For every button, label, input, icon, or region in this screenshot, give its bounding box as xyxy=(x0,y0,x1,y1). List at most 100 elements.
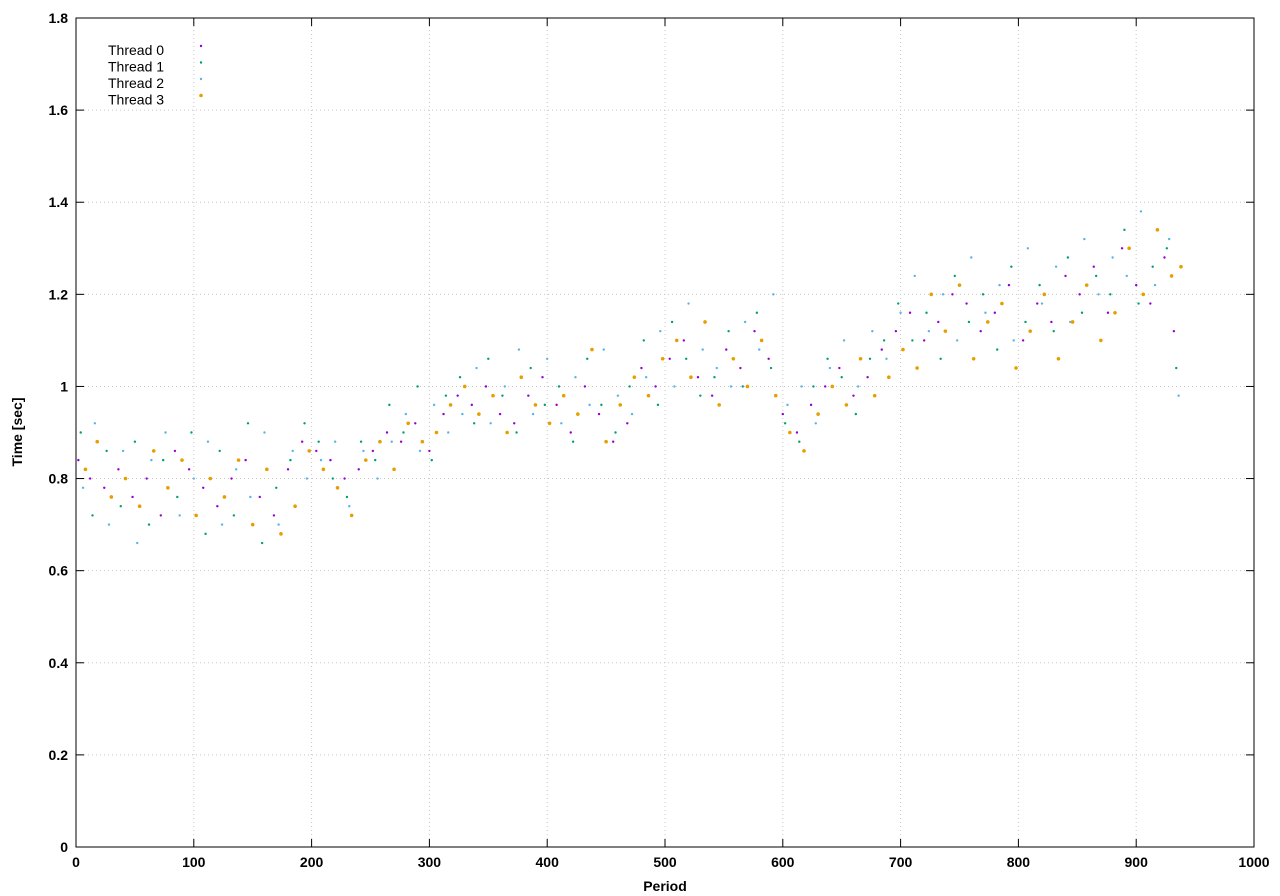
data-point-thread-2 xyxy=(885,357,888,361)
data-point-thread-3 xyxy=(519,375,524,380)
y-tick-label: 0 xyxy=(60,839,68,855)
legend-label-thread-2: Thread 2 xyxy=(108,75,164,91)
data-point-thread-0 xyxy=(428,449,431,453)
data-point-thread-0 xyxy=(922,339,926,342)
data-point-thread-1 xyxy=(812,385,815,388)
data-point-thread-2 xyxy=(941,293,945,296)
data-point-thread-3 xyxy=(279,532,283,536)
data-point-thread-0 xyxy=(173,449,177,453)
data-point-thread-1 xyxy=(1109,293,1112,296)
data-point-thread-2 xyxy=(616,394,620,397)
data-point-thread-3 xyxy=(208,476,213,481)
data-point-thread-1 xyxy=(727,329,730,333)
data-point-thread-3 xyxy=(265,467,269,472)
data-point-thread-1 xyxy=(769,366,773,370)
data-point-thread-0 xyxy=(159,514,163,517)
data-point-thread-1 xyxy=(79,431,82,434)
data-point-thread-1 xyxy=(557,385,561,388)
data-point-thread-3 xyxy=(816,412,820,416)
data-point-thread-3 xyxy=(123,476,128,481)
x-tick-label: 600 xyxy=(771,854,795,870)
data-point-thread-2 xyxy=(333,440,337,443)
data-point-thread-0 xyxy=(781,412,784,416)
data-point-thread-2 xyxy=(842,339,846,342)
data-point-thread-0 xyxy=(371,449,375,453)
data-point-thread-3 xyxy=(1113,310,1117,315)
data-point-thread-0 xyxy=(1078,293,1081,296)
data-point-thread-3 xyxy=(1084,283,1089,287)
data-point-thread-2 xyxy=(1153,283,1157,287)
y-tick-label: 0.8 xyxy=(49,471,69,487)
data-point-thread-3 xyxy=(1155,228,1160,232)
data-point-thread-0 xyxy=(753,329,756,333)
data-point-thread-2 xyxy=(800,385,803,388)
y-tick-label: 1.2 xyxy=(49,286,69,302)
data-point-thread-1 xyxy=(685,357,688,361)
data-point-thread-1 xyxy=(444,394,448,397)
data-point-thread-2 xyxy=(927,329,931,333)
data-point-thread-2 xyxy=(659,329,662,333)
data-point-thread-3 xyxy=(689,375,693,380)
data-point-thread-2 xyxy=(871,329,874,333)
data-point-thread-1 xyxy=(1151,265,1154,268)
data-point-thread-2 xyxy=(588,403,591,407)
data-point-thread-2 xyxy=(743,320,747,324)
data-point-thread-2 xyxy=(263,431,266,434)
data-point-thread-1 xyxy=(515,431,518,434)
data-point-thread-0 xyxy=(117,468,120,471)
data-point-thread-1 xyxy=(487,357,490,361)
x-tick-label: 800 xyxy=(1007,854,1031,870)
data-point-thread-0 xyxy=(852,394,855,397)
data-point-thread-3 xyxy=(660,357,665,361)
data-point-thread-3 xyxy=(1000,301,1004,306)
data-point-thread-0 xyxy=(541,376,544,379)
data-point-thread-0 xyxy=(399,440,403,443)
data-point-thread-0 xyxy=(329,458,332,462)
data-point-thread-3 xyxy=(759,338,764,343)
data-point-thread-0 xyxy=(385,431,389,434)
data-point-thread-1 xyxy=(359,440,363,443)
data-point-thread-3 xyxy=(788,430,792,435)
data-point-thread-3 xyxy=(590,347,594,352)
data-point-thread-1 xyxy=(1137,302,1140,305)
data-point-thread-0 xyxy=(1120,247,1124,250)
data-point-thread-1 xyxy=(1066,256,1070,259)
data-point-thread-0 xyxy=(739,366,742,370)
data-point-thread-2 xyxy=(291,449,294,453)
data-point-thread-2 xyxy=(828,366,832,370)
data-point-thread-3 xyxy=(618,403,623,407)
data-point-thread-1 xyxy=(1052,329,1055,333)
data-point-thread-1 xyxy=(147,523,151,526)
data-point-thread-1 xyxy=(1094,274,1098,278)
data-point-thread-3 xyxy=(1099,338,1103,343)
data-point-thread-1 xyxy=(529,366,532,370)
data-point-thread-0 xyxy=(611,440,615,443)
data-point-thread-2 xyxy=(220,523,224,526)
data-point-thread-2 xyxy=(517,348,521,351)
data-point-thread-0 xyxy=(710,394,714,397)
data-point-thread-0 xyxy=(216,504,219,508)
data-point-thread-1 xyxy=(1010,265,1013,268)
data-point-thread-0 xyxy=(555,403,558,407)
data-point-thread-1 xyxy=(317,440,320,443)
data-point-thread-1 xyxy=(783,422,787,425)
data-point-thread-2 xyxy=(1111,256,1114,259)
data-point-thread-2 xyxy=(970,256,973,259)
data-point-thread-3 xyxy=(858,357,863,361)
data-point-thread-0 xyxy=(1007,283,1011,287)
data-point-thread-3 xyxy=(915,366,919,370)
data-point-thread-2 xyxy=(164,431,167,434)
data-point-thread-3 xyxy=(392,467,396,472)
data-point-thread-3 xyxy=(222,495,227,499)
data-point-thread-1 xyxy=(1175,366,1178,370)
data-point-thread-2 xyxy=(729,385,733,388)
data-point-thread-3 xyxy=(844,403,849,407)
x-tick-label: 100 xyxy=(182,854,206,870)
data-point-thread-1 xyxy=(882,339,886,342)
data-point-thread-0 xyxy=(569,431,572,434)
data-point-thread-2 xyxy=(560,422,563,425)
data-point-thread-2 xyxy=(644,376,648,379)
data-point-thread-0 xyxy=(937,320,940,324)
data-point-thread-0 xyxy=(654,385,657,388)
